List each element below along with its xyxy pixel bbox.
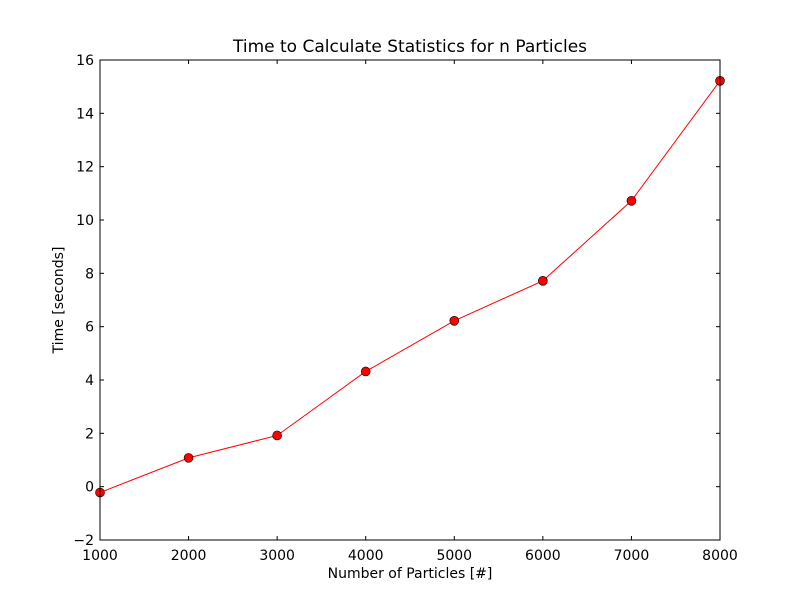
series-line: [99, 80, 721, 493]
series-layer: [95, 76, 725, 498]
data-point: [272, 430, 282, 441]
x-tick-label: 2000: [171, 548, 207, 564]
y-tick-label: 10: [76, 213, 94, 229]
y-tick-label: 14: [76, 106, 94, 122]
x-tick-label: 8000: [702, 548, 738, 564]
chart-title: Time to Calculate Statistics for n Parti…: [232, 37, 587, 57]
y-tick-label: 12: [76, 160, 94, 176]
plot-frame: [99, 59, 721, 541]
x-tick-label: 3000: [259, 548, 295, 564]
y-tick-label: 16: [76, 53, 94, 69]
y-tick-label: 2: [85, 426, 94, 442]
y-tick-label: 4: [85, 373, 94, 389]
data-point: [449, 315, 460, 326]
y-tick-label: 8: [85, 266, 94, 282]
x-tick-label: 6000: [525, 548, 561, 564]
plot-background: [100, 60, 720, 540]
data-point: [538, 275, 548, 286]
y-tick-label: 0: [85, 480, 94, 496]
y-tick-label: 6: [85, 320, 94, 336]
x-axis-label: Number of Particles [#]: [328, 566, 493, 582]
data-point: [360, 366, 371, 377]
y-axis-label: Time [seconds]: [51, 247, 67, 355]
labels-layer: 1000 2000 3000 4000 5000 6000 7000 8000 −2 0 2 4 6 8 1…: [73, 53, 737, 564]
x-tick-label: 4000: [348, 548, 384, 564]
x-tick-label: 5000: [436, 548, 472, 564]
x-tick-label: 7000: [614, 548, 650, 564]
data-point: [626, 196, 637, 206]
x-tick-label: 1000: [82, 548, 118, 564]
data-point: [183, 453, 194, 463]
plot-area: [100, 60, 720, 540]
y-tick-label: −2: [73, 533, 94, 549]
